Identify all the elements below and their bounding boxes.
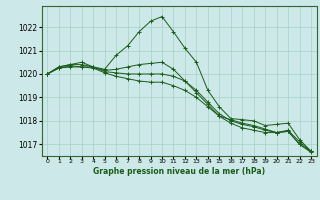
X-axis label: Graphe pression niveau de la mer (hPa): Graphe pression niveau de la mer (hPa) — [93, 167, 265, 176]
